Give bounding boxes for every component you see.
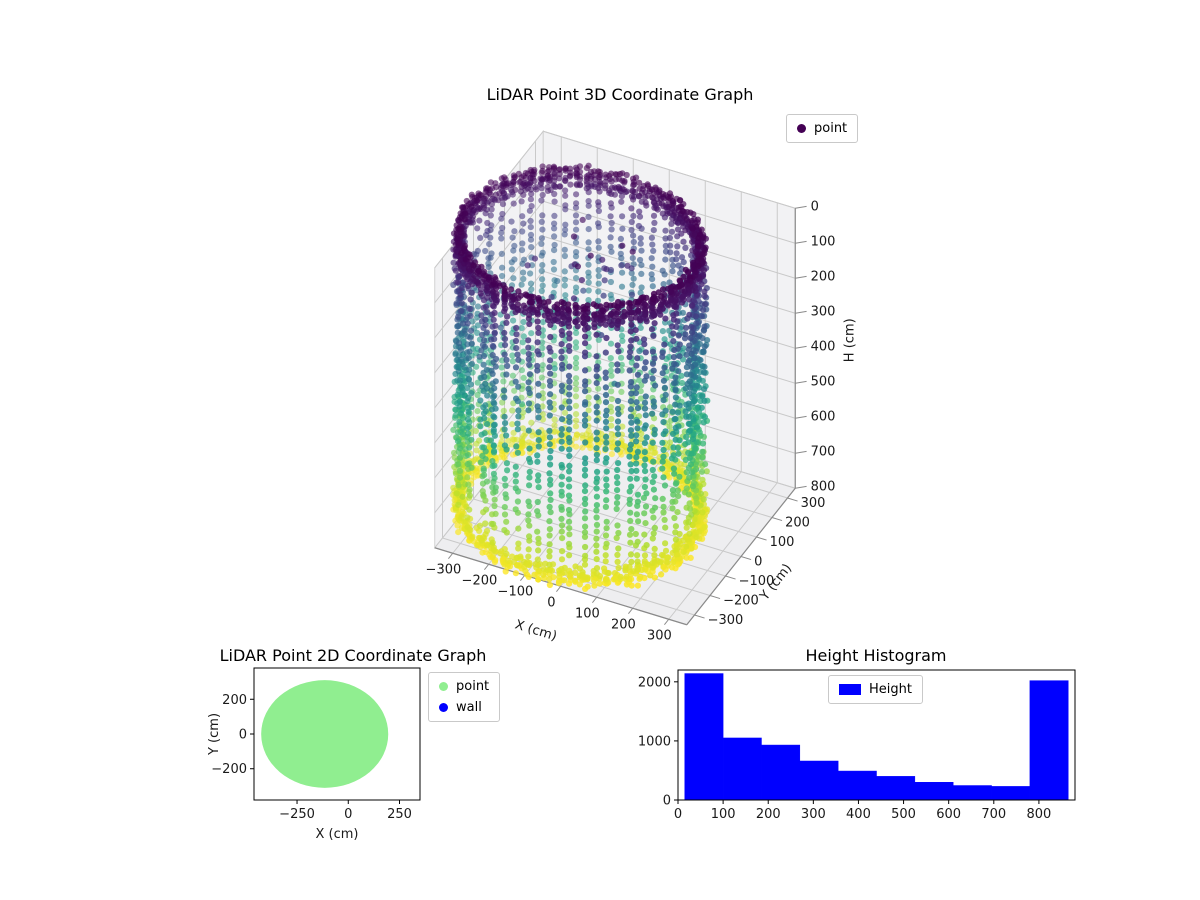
legend-label: point [814, 121, 848, 136]
svg-text:H (cm): H (cm) [842, 318, 857, 362]
svg-text:200: 200 [756, 807, 781, 822]
svg-text:300: 300 [811, 304, 836, 319]
svg-text:800: 800 [1026, 807, 1051, 822]
plot2d-axes: −250 0 250 −200 0 200 X (cm) Y (cm) [207, 667, 421, 842]
hist-bar [991, 786, 1031, 801]
plot3d-legend: point [786, 114, 859, 143]
svg-text:600: 600 [811, 409, 836, 424]
svg-text:−250: −250 [279, 807, 315, 822]
svg-text:300: 300 [647, 629, 672, 644]
svg-text:0: 0 [663, 794, 671, 809]
hist-bar [914, 782, 954, 801]
svg-text:−100: −100 [498, 585, 534, 600]
hist-bar [876, 776, 916, 801]
svg-text:100: 100 [711, 807, 736, 822]
svg-text:600: 600 [936, 807, 961, 822]
hist-bar [1029, 680, 1069, 801]
hist-bar [799, 760, 839, 801]
svg-text:−100: −100 [739, 574, 775, 589]
hist-axes: 0 100 200 300 400 500 600 700 800 0 1000 2000 [638, 669, 1076, 822]
hist-bar [722, 737, 762, 801]
hist-legend: Height [828, 675, 923, 704]
height-patch-icon [839, 684, 861, 695]
legend-label: Height [869, 682, 912, 697]
svg-text:0: 0 [811, 199, 819, 214]
svg-text:0: 0 [239, 728, 247, 743]
legend-label: point [456, 679, 490, 694]
svg-text:X (cm): X (cm) [316, 827, 359, 842]
svg-text:100: 100 [770, 535, 795, 550]
plot3d-title: LiDAR Point 3D Coordinate Graph [486, 85, 754, 104]
svg-text:−200: −200 [723, 594, 759, 609]
svg-text:700: 700 [811, 444, 836, 459]
svg-text:300: 300 [801, 807, 826, 822]
point-marker-icon [439, 682, 448, 691]
legend-item-point: point [439, 676, 489, 697]
svg-text:100: 100 [575, 607, 600, 622]
hist-bar [952, 785, 992, 801]
svg-text:400: 400 [811, 339, 836, 354]
svg-text:0: 0 [547, 596, 555, 611]
svg-text:250: 250 [387, 807, 412, 822]
svg-text:0: 0 [344, 807, 352, 822]
legend-item-height: Height [839, 679, 912, 700]
svg-text:−200: −200 [211, 762, 247, 777]
svg-text:Y (cm): Y (cm) [207, 713, 222, 756]
svg-text:700: 700 [981, 807, 1006, 822]
svg-text:X (cm): X (cm) [513, 617, 559, 644]
svg-text:800: 800 [811, 479, 836, 494]
svg-text:200: 200 [811, 269, 836, 284]
plot2d-legend: point wall [428, 672, 501, 722]
wall-marker-icon [439, 703, 448, 712]
svg-text:300: 300 [801, 496, 826, 511]
legend-item-point: point [797, 118, 847, 139]
svg-text:500: 500 [891, 807, 916, 822]
svg-text:2000: 2000 [638, 675, 671, 690]
svg-text:200: 200 [785, 516, 810, 531]
point-marker-icon [797, 124, 806, 133]
svg-text:−300: −300 [708, 613, 744, 628]
hist-bar [761, 744, 801, 801]
hist-title: Height Histogram [805, 646, 947, 665]
svg-text:0: 0 [754, 555, 762, 570]
legend-label: wall [456, 700, 482, 715]
svg-text:100: 100 [811, 234, 836, 249]
svg-text:−200: −200 [462, 574, 498, 589]
svg-text:500: 500 [811, 374, 836, 389]
plot3d-points [450, 162, 711, 593]
svg-text:0: 0 [674, 807, 682, 822]
hist-bar [684, 673, 724, 801]
svg-text:1000: 1000 [638, 734, 671, 749]
svg-text:200: 200 [222, 693, 247, 708]
svg-text:−300: −300 [426, 563, 462, 578]
svg-text:400: 400 [846, 807, 871, 822]
legend-item-wall: wall [439, 697, 489, 718]
hist-bar [837, 770, 877, 801]
plot2d-title: LiDAR Point 2D Coordinate Graph [219, 646, 487, 665]
svg-text:200: 200 [611, 618, 636, 633]
